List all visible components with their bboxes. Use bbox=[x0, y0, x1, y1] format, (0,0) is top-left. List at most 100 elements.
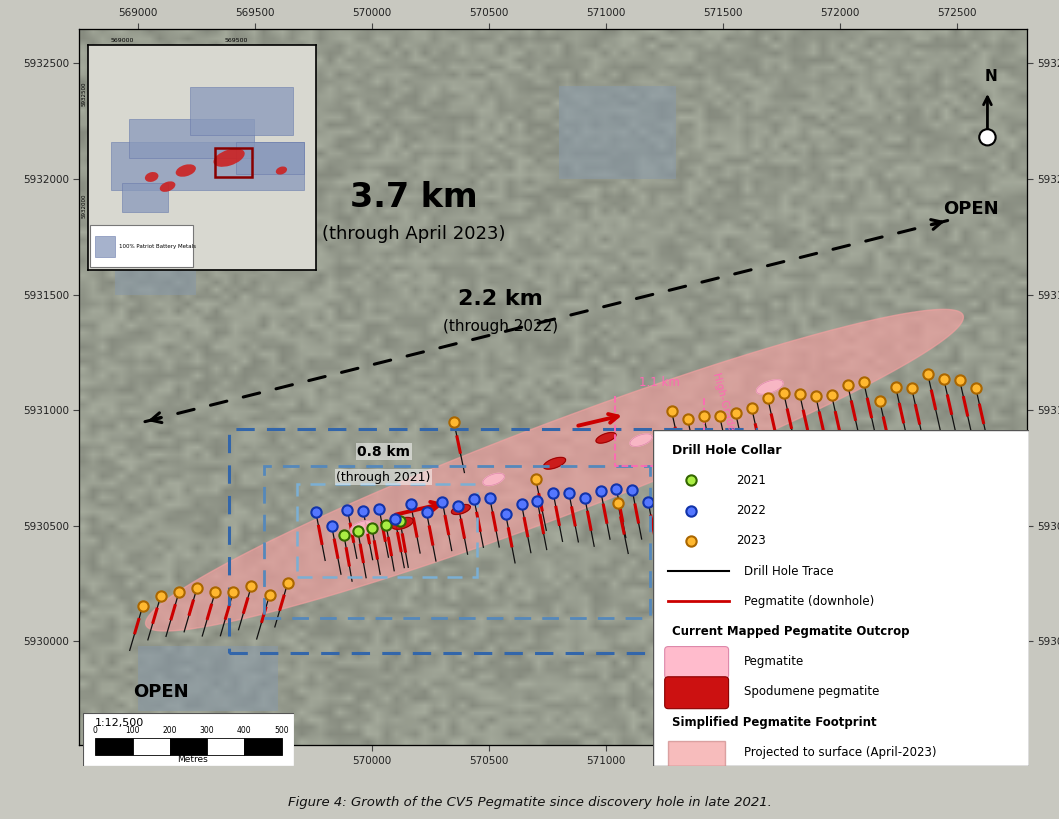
Polygon shape bbox=[114, 202, 196, 295]
Point bbox=[695, 410, 712, 423]
Text: 5932000: 5932000 bbox=[82, 193, 87, 218]
Ellipse shape bbox=[176, 165, 196, 177]
Bar bbox=[132, 738, 169, 755]
Point bbox=[544, 486, 561, 500]
Point bbox=[711, 410, 728, 423]
Text: Spodumene pegmatite: Spodumene pegmatite bbox=[743, 686, 879, 699]
Point bbox=[683, 534, 700, 547]
Polygon shape bbox=[596, 432, 616, 443]
Point bbox=[189, 581, 205, 595]
Bar bbox=[122, 183, 167, 212]
Bar bbox=[229, 428, 756, 653]
Text: Pegmatite: Pegmatite bbox=[743, 655, 804, 668]
Text: N: N bbox=[985, 69, 998, 84]
Bar bbox=[236, 142, 304, 174]
Point bbox=[513, 498, 530, 511]
Text: 400: 400 bbox=[237, 726, 252, 735]
Text: 200: 200 bbox=[163, 726, 177, 735]
Circle shape bbox=[980, 129, 995, 146]
Bar bbox=[129, 119, 254, 157]
Text: (through 2021): (through 2021) bbox=[337, 471, 431, 484]
Point bbox=[207, 586, 223, 599]
Point bbox=[759, 391, 776, 405]
Point bbox=[349, 525, 366, 538]
Point bbox=[152, 590, 169, 603]
Text: 1.1 km: 1.1 km bbox=[640, 376, 680, 389]
Point bbox=[307, 505, 324, 518]
Point bbox=[592, 484, 609, 497]
Text: 0.8 km: 0.8 km bbox=[357, 445, 410, 459]
Point bbox=[355, 505, 372, 518]
Bar bbox=[215, 148, 252, 177]
Point bbox=[446, 415, 463, 428]
Text: OPEN: OPEN bbox=[133, 683, 190, 701]
Point bbox=[624, 484, 641, 497]
Point bbox=[225, 586, 241, 599]
Bar bbox=[298, 484, 478, 577]
Point bbox=[280, 577, 297, 590]
Text: 569000: 569000 bbox=[110, 38, 133, 43]
Polygon shape bbox=[700, 641, 911, 722]
Text: (through 2022): (through 2022) bbox=[443, 319, 558, 334]
Point bbox=[560, 486, 577, 500]
Point bbox=[418, 506, 435, 519]
Point bbox=[967, 382, 984, 395]
Text: Simplified Pegmatite Footprint: Simplified Pegmatite Footprint bbox=[672, 716, 877, 729]
Text: High-Grade Nova Zone: High-Grade Nova Zone bbox=[712, 372, 752, 490]
Point bbox=[262, 589, 279, 602]
Point bbox=[482, 492, 499, 505]
Point bbox=[823, 389, 840, 402]
Text: 100% Patriot Battery Metals: 100% Patriot Battery Metals bbox=[119, 244, 196, 249]
Point bbox=[683, 473, 700, 486]
Text: Metres: Metres bbox=[177, 755, 209, 764]
Bar bbox=[111, 142, 304, 190]
Point bbox=[683, 504, 700, 517]
Text: Figure 4: Growth of the CV5 Pegmatite since discovery hole in late 2021.: Figure 4: Growth of the CV5 Pegmatite si… bbox=[288, 796, 771, 809]
Text: 2.2 km: 2.2 km bbox=[459, 289, 543, 309]
Point bbox=[608, 482, 625, 495]
Point bbox=[527, 473, 544, 486]
Point bbox=[387, 513, 403, 526]
Point bbox=[872, 394, 889, 407]
Text: Drill Hole Trace: Drill Hole Trace bbox=[743, 564, 833, 577]
Bar bbox=[265, 465, 650, 618]
Bar bbox=[191, 87, 292, 135]
FancyBboxPatch shape bbox=[665, 676, 729, 708]
Ellipse shape bbox=[214, 148, 245, 167]
Ellipse shape bbox=[275, 166, 287, 174]
Point bbox=[339, 503, 356, 516]
Polygon shape bbox=[543, 457, 566, 469]
Point bbox=[371, 502, 388, 515]
Point bbox=[791, 387, 808, 400]
Polygon shape bbox=[351, 521, 375, 536]
Point bbox=[498, 508, 515, 521]
Point bbox=[392, 514, 409, 527]
Point bbox=[243, 579, 259, 592]
Point bbox=[856, 375, 873, 388]
FancyBboxPatch shape bbox=[665, 646, 729, 678]
Point bbox=[363, 522, 380, 535]
Point bbox=[528, 495, 545, 508]
Bar bbox=[90, 225, 193, 267]
Text: 569500: 569500 bbox=[225, 38, 248, 43]
Text: 500: 500 bbox=[274, 726, 289, 735]
Ellipse shape bbox=[160, 181, 176, 192]
Text: 3.7 km: 3.7 km bbox=[351, 181, 478, 214]
Ellipse shape bbox=[145, 172, 159, 182]
Point bbox=[336, 528, 353, 541]
Point bbox=[323, 519, 340, 532]
Point bbox=[903, 382, 920, 395]
Point bbox=[663, 405, 680, 418]
Text: 100: 100 bbox=[125, 726, 140, 735]
Point bbox=[640, 495, 657, 508]
Polygon shape bbox=[630, 434, 652, 446]
Text: 0: 0 bbox=[93, 726, 97, 735]
Text: Projected to surface (April-2023): Projected to surface (April-2023) bbox=[743, 746, 936, 759]
Point bbox=[807, 389, 824, 402]
Polygon shape bbox=[138, 646, 279, 711]
Polygon shape bbox=[559, 87, 677, 179]
Point bbox=[170, 586, 187, 599]
Polygon shape bbox=[145, 310, 964, 631]
Point bbox=[609, 496, 626, 509]
Polygon shape bbox=[451, 505, 470, 514]
